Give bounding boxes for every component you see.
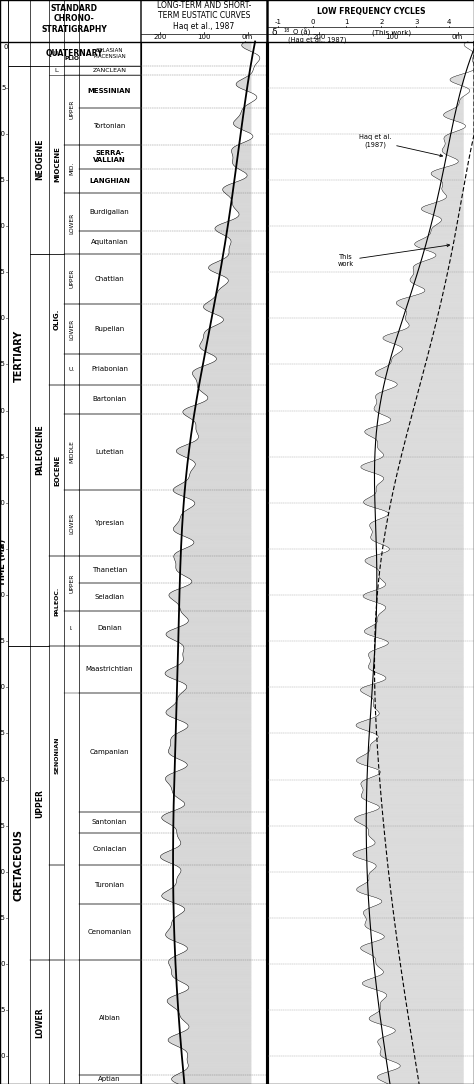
Text: Campanian: Campanian [90, 749, 129, 756]
Text: CRETACEOUS: CRETACEOUS [14, 829, 24, 901]
Text: UPPER: UPPER [69, 573, 74, 593]
Text: 0: 0 [311, 18, 315, 25]
Text: 4: 4 [447, 18, 451, 25]
Text: Coniacian: Coniacian [92, 847, 127, 852]
Text: PALEOGENE: PALEOGENE [36, 424, 44, 475]
Text: 85: 85 [0, 823, 6, 828]
Text: Thanetian: Thanetian [92, 567, 127, 572]
Text: 200: 200 [153, 35, 167, 40]
Text: MIOCENE: MIOCENE [54, 146, 60, 182]
Text: Haq et al.
(1987): Haq et al. (1987) [359, 134, 443, 157]
Text: 75: 75 [0, 731, 6, 736]
Text: EOCENE: EOCENE [54, 455, 60, 486]
Text: UPPER: UPPER [69, 100, 74, 119]
Text: LOWER: LOWER [69, 319, 74, 339]
Text: Danian: Danian [97, 625, 122, 631]
Text: 200: 200 [313, 35, 326, 40]
Text: 20: 20 [0, 223, 6, 229]
Text: GELASIAN
PIACENSIAN: GELASIAN PIACENSIAN [93, 48, 126, 59]
Text: Santonian: Santonian [92, 820, 127, 825]
Text: 35: 35 [0, 361, 6, 367]
Text: Lutetian: Lutetian [95, 449, 124, 455]
Text: LANGHIAN: LANGHIAN [89, 178, 130, 184]
Text: 18: 18 [283, 28, 290, 34]
Text: MESSINIAN: MESSINIAN [88, 88, 131, 94]
Text: Maastrichtian: Maastrichtian [86, 667, 133, 672]
Text: STANDARD
CHRONO-
STRATIGRAPHY: STANDARD CHRONO- STRATIGRAPHY [41, 3, 107, 34]
Text: 100: 100 [197, 35, 210, 40]
Text: 40: 40 [0, 408, 6, 413]
Text: Rupelian: Rupelian [94, 326, 125, 332]
Text: l.: l. [70, 625, 73, 631]
Text: ZANCLEAN: ZANCLEAN [92, 67, 127, 73]
Text: 10: 10 [0, 131, 6, 137]
Text: 80: 80 [0, 776, 6, 783]
Text: 15: 15 [0, 177, 6, 183]
Text: Tortonian: Tortonian [93, 124, 126, 129]
Text: 95: 95 [0, 915, 6, 921]
Text: O (å): O (å) [293, 28, 310, 37]
Text: SERRA-
VALLIAN: SERRA- VALLIAN [93, 151, 126, 164]
Text: δ: δ [271, 28, 277, 37]
Text: Seladian: Seladian [94, 594, 125, 599]
Text: LOW FREQUENCY CYCLES: LOW FREQUENCY CYCLES [317, 8, 425, 16]
Text: UPPER: UPPER [36, 789, 44, 817]
Text: LOWER: LOWER [69, 212, 74, 234]
Text: LOWER: LOWER [36, 1007, 44, 1037]
Text: 3: 3 [414, 18, 419, 25]
Text: QUATERNARY: QUATERNARY [45, 49, 103, 59]
Text: 30: 30 [0, 315, 6, 321]
Text: Cenomanian: Cenomanian [88, 929, 131, 935]
Text: OLIG.: OLIG. [54, 309, 60, 330]
Text: MID.: MID. [69, 163, 74, 176]
Text: Bartonian: Bartonian [92, 397, 127, 402]
Text: Priabonian: Priabonian [91, 366, 128, 373]
Text: 2: 2 [379, 18, 383, 25]
Text: TERTIARY: TERTIARY [14, 330, 24, 382]
Text: SENONIAN: SENONIAN [55, 737, 59, 774]
Text: This
work: This work [338, 244, 450, 267]
Text: 45: 45 [0, 454, 6, 460]
Text: (This work): (This work) [372, 29, 411, 36]
Text: 70: 70 [0, 684, 6, 691]
Text: 100: 100 [0, 962, 6, 967]
Text: Turonian: Turonian [94, 881, 125, 888]
Text: PLIO: PLIO [64, 55, 79, 61]
Text: 100: 100 [385, 35, 398, 40]
Text: U.: U. [69, 367, 74, 372]
Text: L.: L. [55, 67, 59, 73]
Text: TIME (Ma): TIME (Ma) [0, 539, 7, 586]
Text: Aptian: Aptian [98, 1076, 121, 1083]
Text: 110: 110 [0, 1054, 6, 1059]
Text: NEOGENE: NEOGENE [36, 139, 44, 180]
Text: 55: 55 [0, 546, 6, 552]
Text: LONG-TERM AND SHORT-
TERM EUSTATIC CURVES
Haq et al., 1987: LONG-TERM AND SHORT- TERM EUSTATIC CURVE… [156, 1, 251, 30]
Text: 65: 65 [0, 638, 6, 644]
Text: U.: U. [54, 51, 60, 56]
Text: 60: 60 [0, 592, 6, 598]
Text: UPPER: UPPER [69, 269, 74, 288]
Text: Aquitanian: Aquitanian [91, 240, 128, 245]
Text: 0m: 0m [242, 35, 253, 40]
Text: Ypresian: Ypresian [94, 520, 125, 526]
Text: Albian: Albian [99, 1015, 120, 1020]
Text: LOWER: LOWER [69, 513, 74, 533]
Text: 0m: 0m [452, 35, 463, 40]
Text: (Haq et al., 1987): (Haq et al., 1987) [288, 37, 347, 43]
Text: -1: -1 [274, 18, 282, 25]
Text: 25: 25 [0, 269, 6, 275]
Text: Burdigalian: Burdigalian [90, 209, 129, 215]
Text: Chattian: Chattian [95, 275, 124, 282]
Text: 0: 0 [3, 44, 8, 50]
Text: 105: 105 [0, 1007, 6, 1014]
Text: MIDDLE: MIDDLE [69, 440, 74, 464]
Text: 5: 5 [1, 85, 6, 91]
Text: 90: 90 [0, 868, 6, 875]
Text: PALEOC.: PALEOC. [55, 586, 59, 616]
Text: 1: 1 [344, 18, 348, 25]
Text: 50: 50 [0, 500, 6, 506]
